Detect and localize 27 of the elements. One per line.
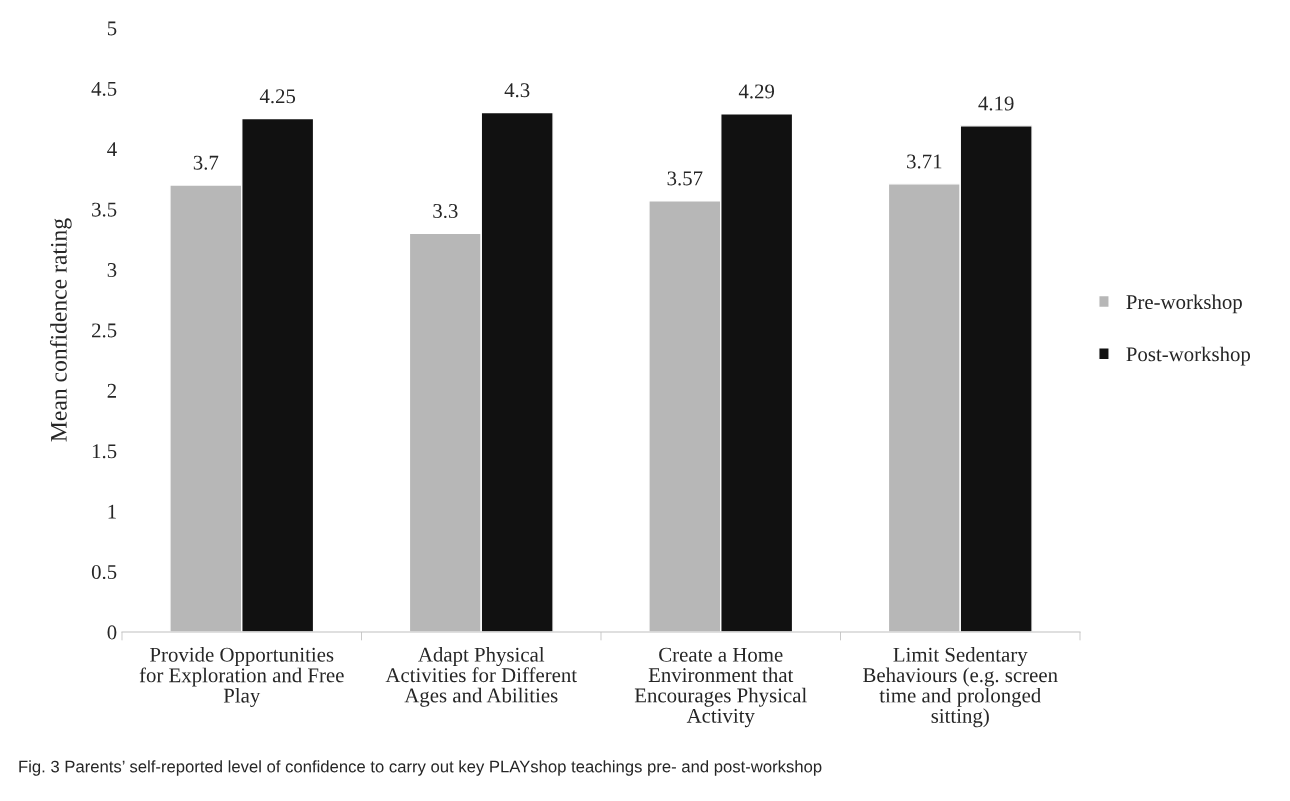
y-tick-label: 4.5 (91, 81, 117, 96)
data-label: 4.25 (259, 89, 296, 104)
x-tick-label: Limit Sedentary Behaviours (e.g. screen time and prolonged sitting) (863, 647, 1058, 728)
y-axis-title: Mean confidence rating (49, 218, 72, 442)
y-tick-label: 2.5 (92, 323, 117, 338)
data-label: 4.29 (738, 84, 775, 99)
y-tick-label: 3.5 (92, 202, 117, 217)
x-tick-label: Create a Home Environment that Encourages Physical Activity (634, 647, 807, 728)
y-tick-label: 3 (107, 263, 117, 278)
data-label: 4.3 (504, 83, 530, 98)
legend-label: Post-workshop (1126, 346, 1251, 366)
y-tick-label: 0 (107, 625, 117, 640)
legend-label: Pre-workshop (1126, 294, 1242, 314)
y-tick-label: 1.5 (92, 444, 117, 459)
x-tick-label: Adapt Physical Activities for Different Ages and Abilities (385, 647, 577, 707)
y-tick-label: 1 (108, 504, 116, 519)
y-tick-label: 0.5 (91, 564, 117, 580)
x-tick-label: Provide Opportunities for Exploration and Free Play (139, 647, 344, 707)
data-label: 3.57 (667, 171, 703, 186)
caption: Fig. 3 Parents’ self-reported level of confidence to carry out key PLAYshop teachings pre- and post-workshop (19, 760, 822, 776)
y-tick-label: 5 (107, 21, 117, 36)
data-label: 3.7 (193, 155, 219, 170)
data-label: 4.19 (978, 96, 1014, 111)
data-label: 3.71 (907, 154, 942, 169)
data-label: 3.3 (433, 204, 458, 219)
y-tick-label: 4 (107, 142, 117, 157)
y-tick-label: 2 (107, 383, 116, 398)
